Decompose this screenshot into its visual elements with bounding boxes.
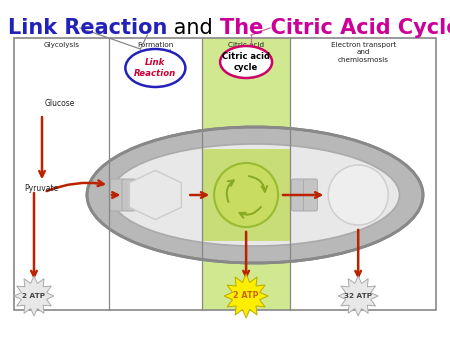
Text: and: and [167,18,220,38]
Text: 2 ATP: 2 ATP [234,291,259,300]
Text: Pyruvate: Pyruvate [24,184,58,193]
FancyBboxPatch shape [292,179,306,211]
Text: Electron transport
and
chemiosmosis: Electron transport and chemiosmosis [330,42,396,63]
Text: The Citric Acid Cycle: The Citric Acid Cycle [220,18,450,38]
Text: 2 ATP: 2 ATP [22,293,45,299]
Polygon shape [14,276,54,316]
Circle shape [214,163,278,227]
Bar [202,38,290,310]
Bar [202,149,290,241]
Text: Link Reaction: Link Reaction [8,18,167,38]
Polygon shape [338,276,378,316]
Bar [14,38,109,310]
Polygon shape [224,274,268,318]
Text: Citric acid
cycle: Citric acid cycle [228,42,264,55]
Polygon shape [130,170,181,220]
Ellipse shape [126,49,185,87]
Bar [14,38,436,310]
Bar [290,38,436,310]
Ellipse shape [220,46,272,78]
Text: Glucose: Glucose [45,99,76,108]
Text: Formation
of acetyl
coenzyme A: Formation of acetyl coenzyme A [133,42,177,63]
FancyBboxPatch shape [303,179,317,211]
Ellipse shape [111,144,400,246]
Text: Link
Reaction: Link Reaction [134,57,176,78]
Text: Citric acid
cycle: Citric acid cycle [222,52,270,72]
Text: Glycolysis: Glycolysis [44,42,80,48]
Ellipse shape [87,127,423,263]
Circle shape [328,165,388,225]
FancyBboxPatch shape [110,179,124,211]
FancyBboxPatch shape [122,179,136,211]
Text: 32 ATP: 32 ATP [344,293,372,299]
Bar [109,38,202,310]
